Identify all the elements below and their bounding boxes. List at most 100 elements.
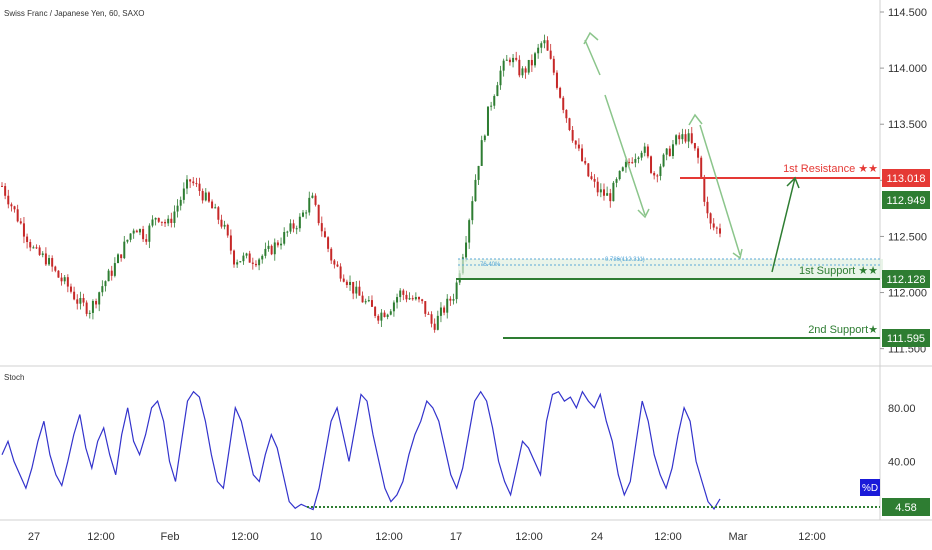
candle-body (646, 146, 649, 157)
candle-body (521, 68, 524, 76)
candle-body (668, 148, 671, 156)
candle-body (596, 181, 599, 193)
candle-body (483, 135, 486, 141)
candle-body (490, 105, 493, 107)
candle-body (684, 134, 687, 142)
candle-body (386, 314, 389, 317)
arrow-peak-2 (688, 113, 703, 126)
candle-body (198, 183, 201, 191)
candle-body (634, 159, 637, 163)
arrow-down-head-2 (637, 208, 650, 219)
candle-body (477, 165, 480, 180)
candle-body (104, 281, 107, 287)
price-tick-label: 113.500 (888, 119, 927, 131)
candle-body (261, 255, 264, 260)
candle-body (508, 59, 511, 63)
candle-body (76, 299, 79, 304)
candle-body (273, 242, 276, 255)
time-tick-label: 17 (450, 531, 462, 543)
candle-body (330, 248, 333, 261)
candle-body (543, 40, 546, 44)
candle-body (160, 221, 163, 223)
candle-body (628, 161, 631, 163)
candle-body (63, 277, 66, 282)
candle-body (555, 72, 558, 88)
candle-body (662, 154, 665, 167)
stoch-d-line (1, 390, 721, 511)
candle-body (706, 201, 709, 214)
candle-body (132, 230, 135, 234)
stoch-axis[interactable]: 80.00 40.00 (888, 403, 916, 469)
candle-body (534, 53, 537, 66)
candle-body (593, 178, 596, 182)
candle-body (637, 157, 640, 160)
candle-body (88, 312, 91, 314)
candle-body (126, 239, 129, 242)
candle-body (370, 300, 373, 307)
time-tick-label: 12:00 (231, 531, 259, 543)
candle-body (512, 57, 515, 63)
candle-body (91, 300, 94, 313)
candle-body (352, 281, 355, 294)
candle-body (204, 192, 207, 201)
candle-body (254, 263, 257, 266)
candle-body (552, 58, 555, 73)
candle-body (540, 43, 543, 48)
candle-body (223, 224, 226, 227)
candle-body (624, 161, 627, 168)
time-tick-label: 12:00 (515, 531, 543, 543)
candle-body (715, 227, 718, 229)
candle-body (439, 307, 442, 316)
arrow-up-projection (771, 177, 796, 273)
candle-body (518, 59, 521, 76)
candle-body (4, 186, 7, 196)
candle-body (609, 193, 612, 202)
candle-body (298, 216, 301, 229)
candle-body (653, 172, 656, 176)
candle-body (242, 255, 245, 262)
candle-body (433, 323, 436, 330)
candle-body (650, 156, 653, 173)
candle-body (327, 237, 330, 249)
time-axis[interactable]: 27 12:00 Feb 12:00 10 12:00 17 12:00 24 12:00 Mar 1… (28, 531, 826, 543)
candle-body (471, 201, 474, 221)
candle-body (13, 206, 16, 210)
candle-body (182, 188, 185, 200)
candle-body (565, 109, 568, 119)
candle-body (333, 260, 336, 265)
arrow-down-2 (604, 94, 646, 216)
candle-body (612, 182, 615, 202)
candle-body (621, 167, 624, 171)
tag-support-2: 111.595 (882, 329, 930, 347)
candle-body (19, 221, 22, 224)
candle-body (640, 152, 643, 158)
candle-body (474, 179, 477, 202)
candle-body (148, 225, 151, 242)
candle-body (38, 247, 41, 255)
candle-body (527, 59, 530, 73)
candle-body (317, 204, 320, 224)
candle-body (16, 209, 19, 222)
support-1-label: 1st Support ★★ (799, 265, 878, 277)
candle-body (530, 59, 533, 66)
candle-body (697, 148, 700, 158)
candle-body (396, 297, 399, 303)
candle-body (443, 307, 446, 313)
candle-body (129, 233, 132, 240)
candle-body (712, 223, 715, 228)
candle-body (405, 294, 408, 300)
candle-body (392, 302, 395, 312)
candle-body (703, 176, 706, 202)
candle-body (82, 298, 85, 303)
candle-body (201, 190, 204, 201)
candle-body (427, 313, 430, 315)
projection-arrows (583, 31, 800, 273)
price-tick-label: 112.000 (888, 288, 927, 300)
candle-body (549, 50, 552, 59)
symbol-title: Swiss Franc / Japanese Yen, 60, SAXO (4, 9, 145, 18)
candle-body (69, 286, 72, 292)
candle-body (214, 207, 217, 209)
candle-body (559, 87, 562, 98)
candle-body (675, 135, 678, 145)
